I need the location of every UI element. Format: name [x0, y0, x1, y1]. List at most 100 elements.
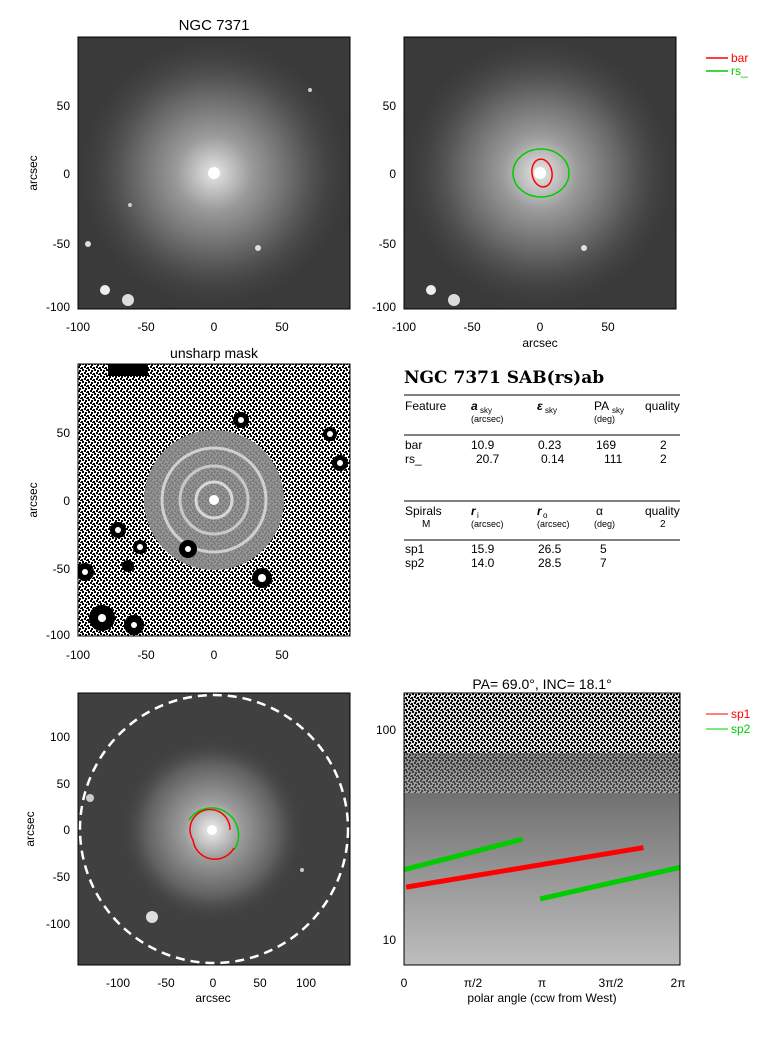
th-a-unit: (arcsec)	[471, 414, 504, 424]
polar-xtick: 3π/2	[599, 976, 624, 990]
galaxy-nucleus	[208, 167, 220, 179]
unsharp-ytick: -100	[46, 628, 70, 642]
deproj-ytick: -50	[53, 870, 71, 884]
polar-ytick: 10	[383, 933, 397, 947]
overlay-legend: bar rs_	[706, 51, 748, 78]
star	[255, 245, 261, 251]
th-eps: ε	[537, 399, 543, 413]
galaxy-xtick: 0	[211, 320, 218, 334]
polar-ytick: 100	[376, 723, 396, 737]
polar-xtick: π	[538, 976, 546, 990]
overlay-xlabel: arcsec	[522, 336, 557, 350]
spiral-name: sp1	[405, 542, 425, 556]
galaxy-xtick: -50	[137, 320, 155, 334]
th-spiral-quality: quality	[645, 504, 680, 518]
feature-eps: 0.23	[538, 438, 562, 452]
feature-a: 20.7	[476, 452, 500, 466]
galaxy-ylabel: arcsec	[26, 155, 40, 190]
polar-series-sp1-segment-0	[405, 845, 644, 890]
polar-xlabel: polar angle (ccw from West)	[467, 991, 616, 1005]
star	[308, 88, 312, 92]
overlay-panel: 50 0 -50 -100 -100 -50 0 50 arcsec bar r…	[372, 36, 748, 350]
overlay-ytick: -50	[379, 237, 397, 251]
overlay-xtick: -100	[392, 320, 416, 334]
th-a-sub: sky	[480, 406, 492, 415]
th-quality: quality	[645, 399, 680, 413]
galaxy-ytick: -50	[53, 237, 71, 251]
polar-panel: PA= 69.0°, INC= 18.1° 100 10 0 π/2 π 3π/…	[376, 676, 751, 1005]
spiral-ri: 14.0	[471, 556, 495, 570]
legend-label-rs: rs_	[731, 64, 748, 78]
polar-xtick: 2π	[671, 976, 686, 990]
spiral-ro: 28.5	[538, 556, 562, 570]
feature-a: 10.9	[471, 438, 495, 452]
star	[100, 285, 110, 295]
feature-q: 2	[660, 452, 667, 466]
th-pa-sub: sky	[612, 406, 624, 415]
unsharp-xtick: 50	[275, 648, 289, 662]
feature-eps: 0.14	[541, 452, 565, 466]
deproj-xlabel: arcsec	[195, 991, 230, 1005]
galaxy-xtick: -100	[66, 320, 90, 334]
star	[85, 241, 91, 247]
unsharp-ytick: 50	[57, 426, 71, 440]
measurement-table: NGC 7371 SAB(rs)ab Feature a sky (arcsec…	[404, 368, 680, 570]
deproj-xtick: -100	[106, 976, 130, 990]
th-ri-sub: i	[477, 511, 479, 520]
deproj-ytick: 100	[50, 730, 70, 744]
unsharp-xtick: 0	[211, 648, 218, 662]
table-heading: NGC 7371 SAB(rs)ab	[404, 368, 604, 388]
th-a: a	[471, 399, 478, 413]
deproj-xtick: 100	[296, 976, 316, 990]
spiral-alpha: 5	[600, 542, 607, 556]
polar-frame	[403, 692, 681, 966]
feature-name: rs_	[405, 452, 422, 466]
deproj-xtick: 0	[210, 976, 217, 990]
th-eps-sub: sky	[545, 406, 557, 415]
th-spirals: Spirals	[405, 504, 442, 518]
unsharp-xtick: -50	[137, 648, 155, 662]
galaxy-title: NGC 7371	[179, 17, 250, 34]
th-ro: r	[537, 504, 543, 518]
th-alpha: α	[596, 504, 603, 518]
galaxy-ytick: -100	[46, 300, 70, 314]
overlay-xtick: -50	[463, 320, 481, 334]
th-pa-unit: (deg)	[594, 414, 615, 424]
polar-title: PA= 69.0°, INC= 18.1°	[472, 676, 611, 692]
ellipse-rs	[512, 148, 570, 198]
th-ro-sub: o	[543, 511, 548, 520]
feature-q: 2	[660, 438, 667, 452]
galaxy-panel: NGC 7371 arcsec 50 0 -50 -100 -100 -50 0…	[26, 17, 351, 334]
galaxy-frame	[77, 36, 351, 310]
spiral-trace-sp2	[188, 807, 240, 851]
polar-series-layer	[403, 836, 681, 902]
overlay-ytick: -100	[372, 300, 396, 314]
polar-legend: sp1 sp2	[706, 707, 751, 736]
spiral-alpha: 7	[600, 556, 607, 570]
galaxy-ytick: 50	[57, 99, 71, 113]
th-ro-unit: (arcsec)	[537, 519, 570, 529]
spiral-name: sp2	[405, 556, 425, 570]
overlay-ytick: 50	[383, 99, 397, 113]
star	[122, 294, 134, 306]
polar-series-sp2-segment-0	[403, 836, 524, 873]
legend-label-bar: bar	[731, 51, 748, 65]
th-feature: Feature	[405, 399, 447, 413]
spiral-ri: 15.9	[471, 542, 495, 556]
th-m: M	[422, 519, 430, 530]
unsharp-ylabel: arcsec	[26, 482, 40, 517]
deproj-ytick: -100	[46, 917, 70, 931]
feature-name: bar	[405, 438, 422, 452]
polar-xtick: 0	[401, 976, 408, 990]
star	[128, 203, 132, 207]
legend-label-sp2: sp2	[731, 722, 751, 736]
overlay-frame	[403, 36, 677, 310]
deproj-ytick: 50	[57, 777, 71, 791]
galaxy-ytick: 0	[63, 167, 70, 181]
overlay-ytick: 0	[389, 167, 396, 181]
deproj-xtick: -50	[157, 976, 175, 990]
spiral-trace-sp1	[189, 808, 235, 860]
feature-pa: 111	[604, 452, 623, 466]
unsharp-title: unsharp mask	[170, 345, 259, 361]
